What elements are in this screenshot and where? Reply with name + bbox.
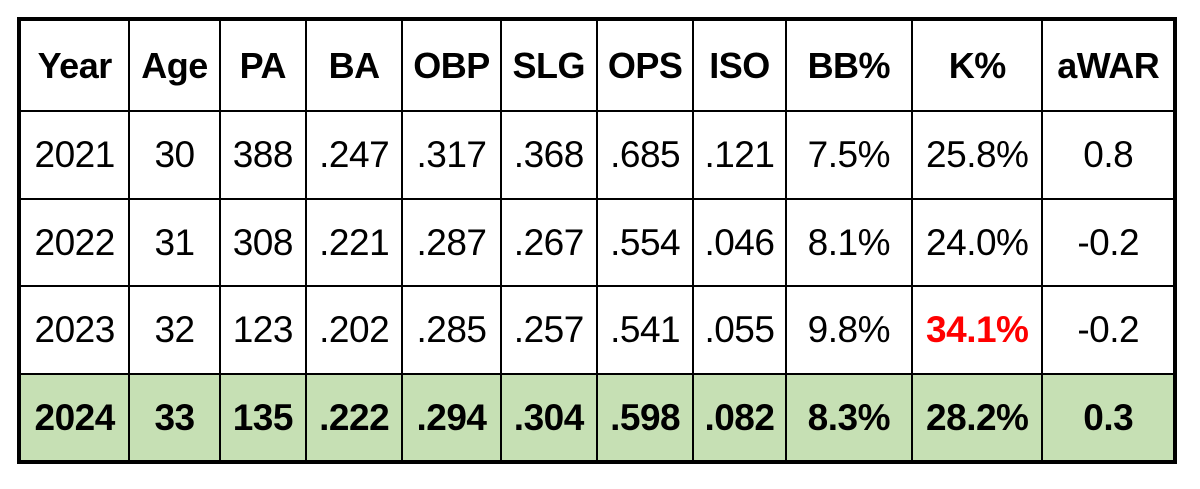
table-cell: 2021: [21, 110, 131, 200]
table-cell: 0.8: [1041, 110, 1173, 200]
table-cell: 388: [218, 110, 307, 200]
table-cell: 30: [128, 110, 221, 200]
table-cell: .598: [595, 373, 695, 460]
header-cell: ISO: [692, 21, 787, 112]
table-cell: .121: [692, 110, 787, 200]
table-cell: .368: [499, 110, 598, 200]
table-cell: 32: [128, 285, 221, 376]
table-cell: 0.3: [1041, 373, 1173, 460]
header-cell: BA: [304, 21, 404, 112]
header-cell: Year: [21, 21, 131, 112]
stats-table: Year Age PA BA OBP SLG OPS ISO BB% K% aW…: [21, 21, 1173, 460]
table-row-highlighted: 2024 33 135 .222 .294 .304 .598 .082 8.3…: [21, 373, 1173, 460]
table-cell: .221: [304, 197, 404, 288]
header-cell: Age: [128, 21, 221, 112]
table-cell: .541: [595, 285, 695, 376]
header-cell: PA: [218, 21, 307, 112]
table-cell: 2024: [21, 373, 131, 460]
table-cell: -0.2: [1041, 197, 1173, 288]
stats-table-frame: Year Age PA BA OBP SLG OPS ISO BB% K% aW…: [17, 17, 1177, 464]
table-row: 2023 32 123 .202 .285 .257 .541 .055 9.8…: [21, 285, 1173, 376]
table-cell: 8.1%: [784, 197, 914, 288]
header-cell: K%: [911, 21, 1044, 112]
table-cell-emphasized: 34.1%: [911, 285, 1044, 376]
table-cell: 2023: [21, 285, 131, 376]
header-row: Year Age PA BA OBP SLG OPS ISO BB% K% aW…: [21, 21, 1173, 112]
table-cell: 123: [218, 285, 307, 376]
table-cell: .222: [304, 373, 404, 460]
header-cell: SLG: [499, 21, 598, 112]
table-cell: 9.8%: [784, 285, 914, 376]
table-cell: .285: [401, 285, 502, 376]
table-cell: .685: [595, 110, 695, 200]
table-cell: 28.2%: [911, 373, 1044, 460]
table-cell: 31: [128, 197, 221, 288]
table-row: 2021 30 388 .247 .317 .368 .685 .121 7.5…: [21, 110, 1173, 200]
header-cell: OPS: [595, 21, 695, 112]
table-cell: .247: [304, 110, 404, 200]
table-cell: .304: [499, 373, 598, 460]
table-cell: 25.8%: [911, 110, 1044, 200]
table-row: 2022 31 308 .221 .287 .267 .554 .046 8.1…: [21, 197, 1173, 288]
table-cell: -0.2: [1041, 285, 1173, 376]
table-cell: 308: [218, 197, 307, 288]
table-cell: .267: [499, 197, 598, 288]
table-cell: .046: [692, 197, 787, 288]
table-cell: .082: [692, 373, 787, 460]
table-cell: .202: [304, 285, 404, 376]
table-cell: .287: [401, 197, 502, 288]
table-cell: .554: [595, 197, 695, 288]
table-cell: .055: [692, 285, 787, 376]
table-cell: 2022: [21, 197, 131, 288]
table-cell: .294: [401, 373, 502, 460]
header-cell: OBP: [401, 21, 502, 112]
table-cell: 33: [128, 373, 221, 460]
table-cell: 24.0%: [911, 197, 1044, 288]
table-cell: 7.5%: [784, 110, 914, 200]
table-cell: .257: [499, 285, 598, 376]
table-cell: 8.3%: [784, 373, 914, 460]
header-cell: BB%: [784, 21, 914, 112]
header-cell: aWAR: [1041, 21, 1173, 112]
table-cell: 135: [218, 373, 307, 460]
table-cell: .317: [401, 110, 502, 200]
